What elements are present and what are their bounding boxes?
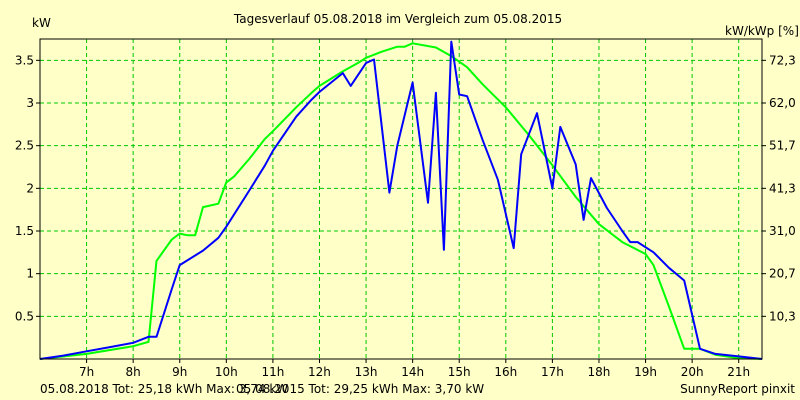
x-tick-label: 13h: [355, 365, 378, 379]
y2-tick-label: 31,0: [769, 224, 796, 238]
y2-tick-label: 51,7: [769, 139, 796, 153]
y-tick-label: 2.5: [15, 139, 34, 153]
plot-frame: [39, 38, 763, 360]
y2-tick-label: 10,3: [769, 309, 796, 323]
footer-credit: SunnyReport pinxit: [680, 382, 795, 396]
x-tick-label: 15h: [448, 365, 471, 379]
x-tick-label: 16h: [494, 365, 517, 379]
y-tick-label: 3: [26, 96, 34, 110]
x-tick-label: 11h: [261, 365, 284, 379]
y-tick-label: 2: [26, 181, 34, 195]
y-tick-label: 0.5: [15, 309, 34, 323]
tick-layer: 7h 8h 9h 10h 11h 12h 13h 14h 15h 16h 17h 18h 19h 20h 2…: [15, 53, 796, 379]
x-tick-label: 7h: [79, 365, 94, 379]
grid: [40, 39, 762, 359]
y2-tick-label: 41,3: [769, 181, 796, 195]
x-tick-label: 21h: [727, 365, 750, 379]
y2-tick-label: 62,0: [769, 96, 796, 110]
x-tick-label: 12h: [308, 365, 331, 379]
series-line-05-08-2018: [39, 40, 763, 360]
x-tick-label: 19h: [634, 365, 657, 379]
footer-stats-2015: 05.08.2015 Tot: 29,25 kWh Max: 3,70 kW: [236, 382, 484, 396]
y-tick-label: 1.5: [15, 224, 34, 238]
x-tick-label: 20h: [681, 365, 704, 379]
y2-tick-label: 20,7: [769, 267, 796, 281]
x-tick-label: 14h: [401, 365, 424, 379]
footer-stats-2018: 05.08.2018 Tot: 25,18 kWh Max: 3,74 kW: [40, 382, 288, 396]
y-axis-label-left: kW: [32, 16, 51, 30]
chart-title: Tagesverlauf 05.08.2018 im Vergleich zum…: [233, 12, 562, 26]
y2-tick-label: 72,3: [769, 53, 796, 67]
y-tick-label: 3.5: [15, 53, 34, 67]
x-tick-label: 8h: [126, 365, 141, 379]
x-tick-label: 18h: [588, 365, 611, 379]
series-layer: [39, 40, 763, 360]
x-tick-label: 17h: [541, 365, 564, 379]
x-tick-label: 10h: [215, 365, 238, 379]
x-tick-label: 9h: [172, 365, 187, 379]
y-axis-label-right: kW/kWp [%]: [725, 24, 799, 38]
y-tick-label: 1: [26, 267, 34, 281]
series-line-05-08-2015: [39, 42, 763, 360]
